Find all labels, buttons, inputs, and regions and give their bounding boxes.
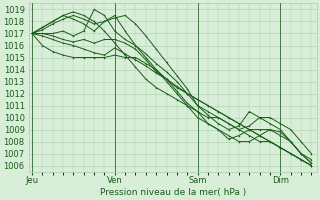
X-axis label: Pression niveau de la mer( hPa ): Pression niveau de la mer( hPa )	[100, 188, 246, 197]
